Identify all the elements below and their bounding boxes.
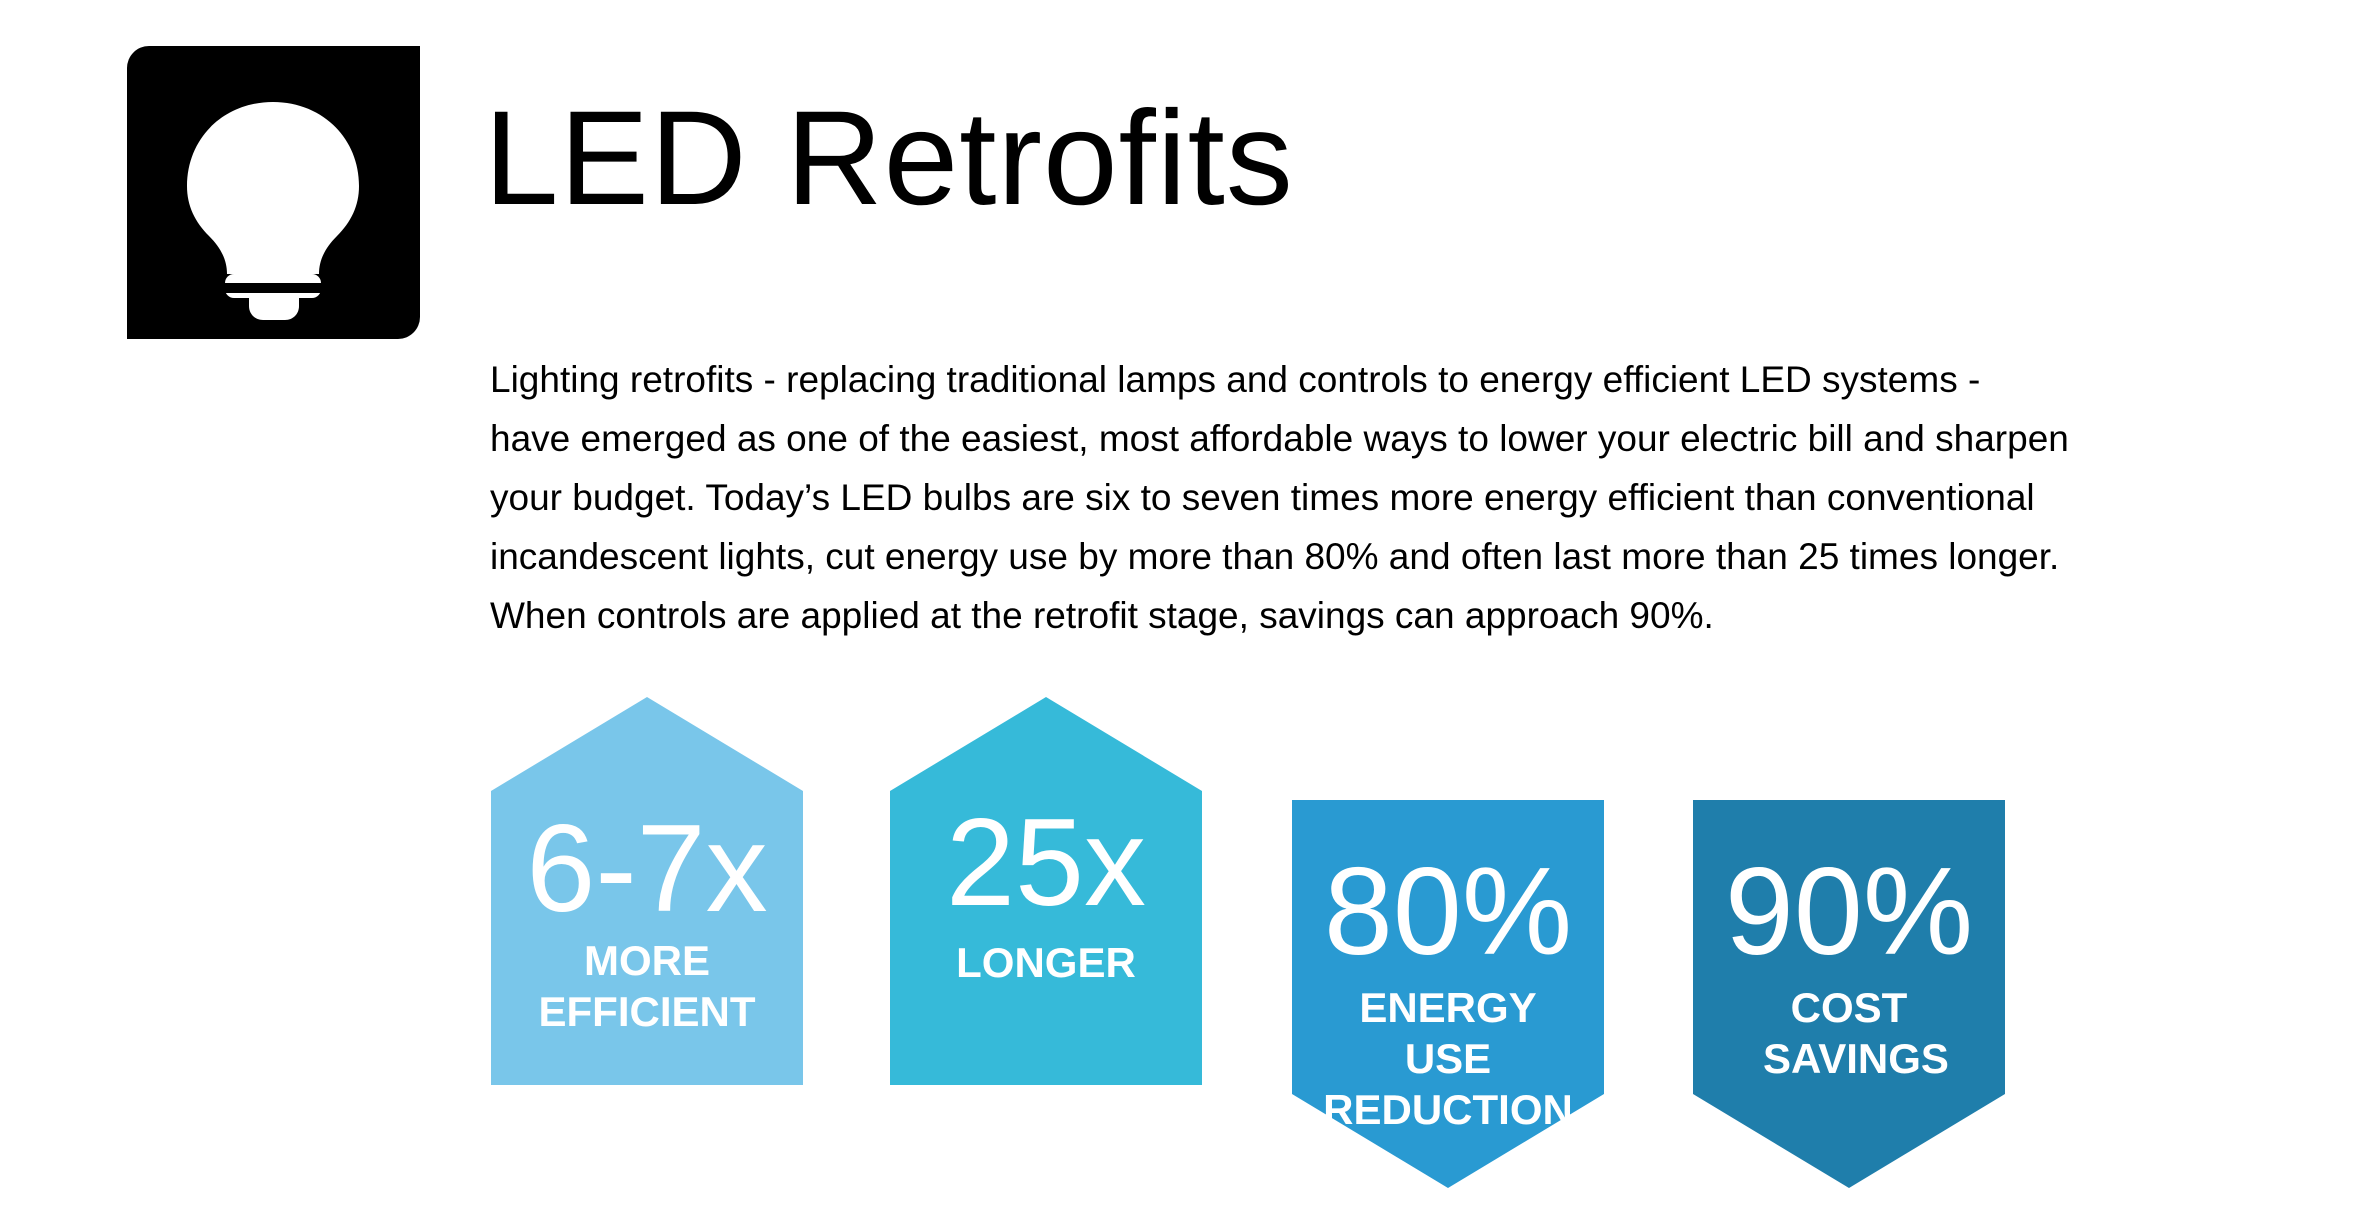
stat-label: ENERGY USE REDUCTION — [1323, 984, 1573, 1133]
stat-label: MORE EFFICIENT — [538, 937, 756, 1035]
chevron-down-shape — [1292, 800, 1604, 1188]
intro-line: When controls are applied at the retrofi… — [490, 595, 1714, 636]
lightbulb-icon — [187, 102, 359, 320]
chevron-down-shape — [1693, 800, 2005, 1188]
stat-shape-fill — [890, 697, 1202, 1085]
house-shape — [890, 697, 1202, 1085]
intro-line: incandescent lights, cut energy use by m… — [490, 536, 2060, 577]
intro-line: your budget. Today’s LED bulbs are six t… — [490, 477, 2035, 518]
stat-label: COST SAVINGS — [1763, 984, 1949, 1082]
stat-value: 25x — [946, 794, 1146, 932]
page-title: LED Retrofits — [484, 84, 1294, 233]
stat-shape-fill — [1292, 800, 1604, 1188]
stat-value: 6-7x — [526, 800, 768, 938]
stat-more-efficient: 6-7x MORE EFFICIENT — [491, 697, 803, 1085]
stat-shape-fill — [1693, 800, 2005, 1188]
stat-value: 80% — [1323, 843, 1573, 981]
stat-value: 90% — [1724, 843, 1974, 981]
lightbulb-icon-tile — [127, 46, 420, 339]
intro-line: Lighting retrofits - replacing tradition… — [490, 359, 1981, 400]
stat-energy-use-reduction: 80% ENERGY USE REDUCTION — [1292, 800, 1604, 1188]
stat-longer: 25x LONGER — [890, 697, 1202, 1085]
intro-paragraph: Lighting retrofits - replacing tradition… — [490, 350, 2270, 645]
house-shape — [491, 697, 803, 1085]
stat-label: LONGER — [956, 939, 1136, 986]
stat-cost-savings: 90% COST SAVINGS — [1693, 800, 2005, 1188]
intro-line: have emerged as one of the easiest, most… — [490, 418, 2069, 459]
stat-shape-fill — [491, 697, 803, 1085]
